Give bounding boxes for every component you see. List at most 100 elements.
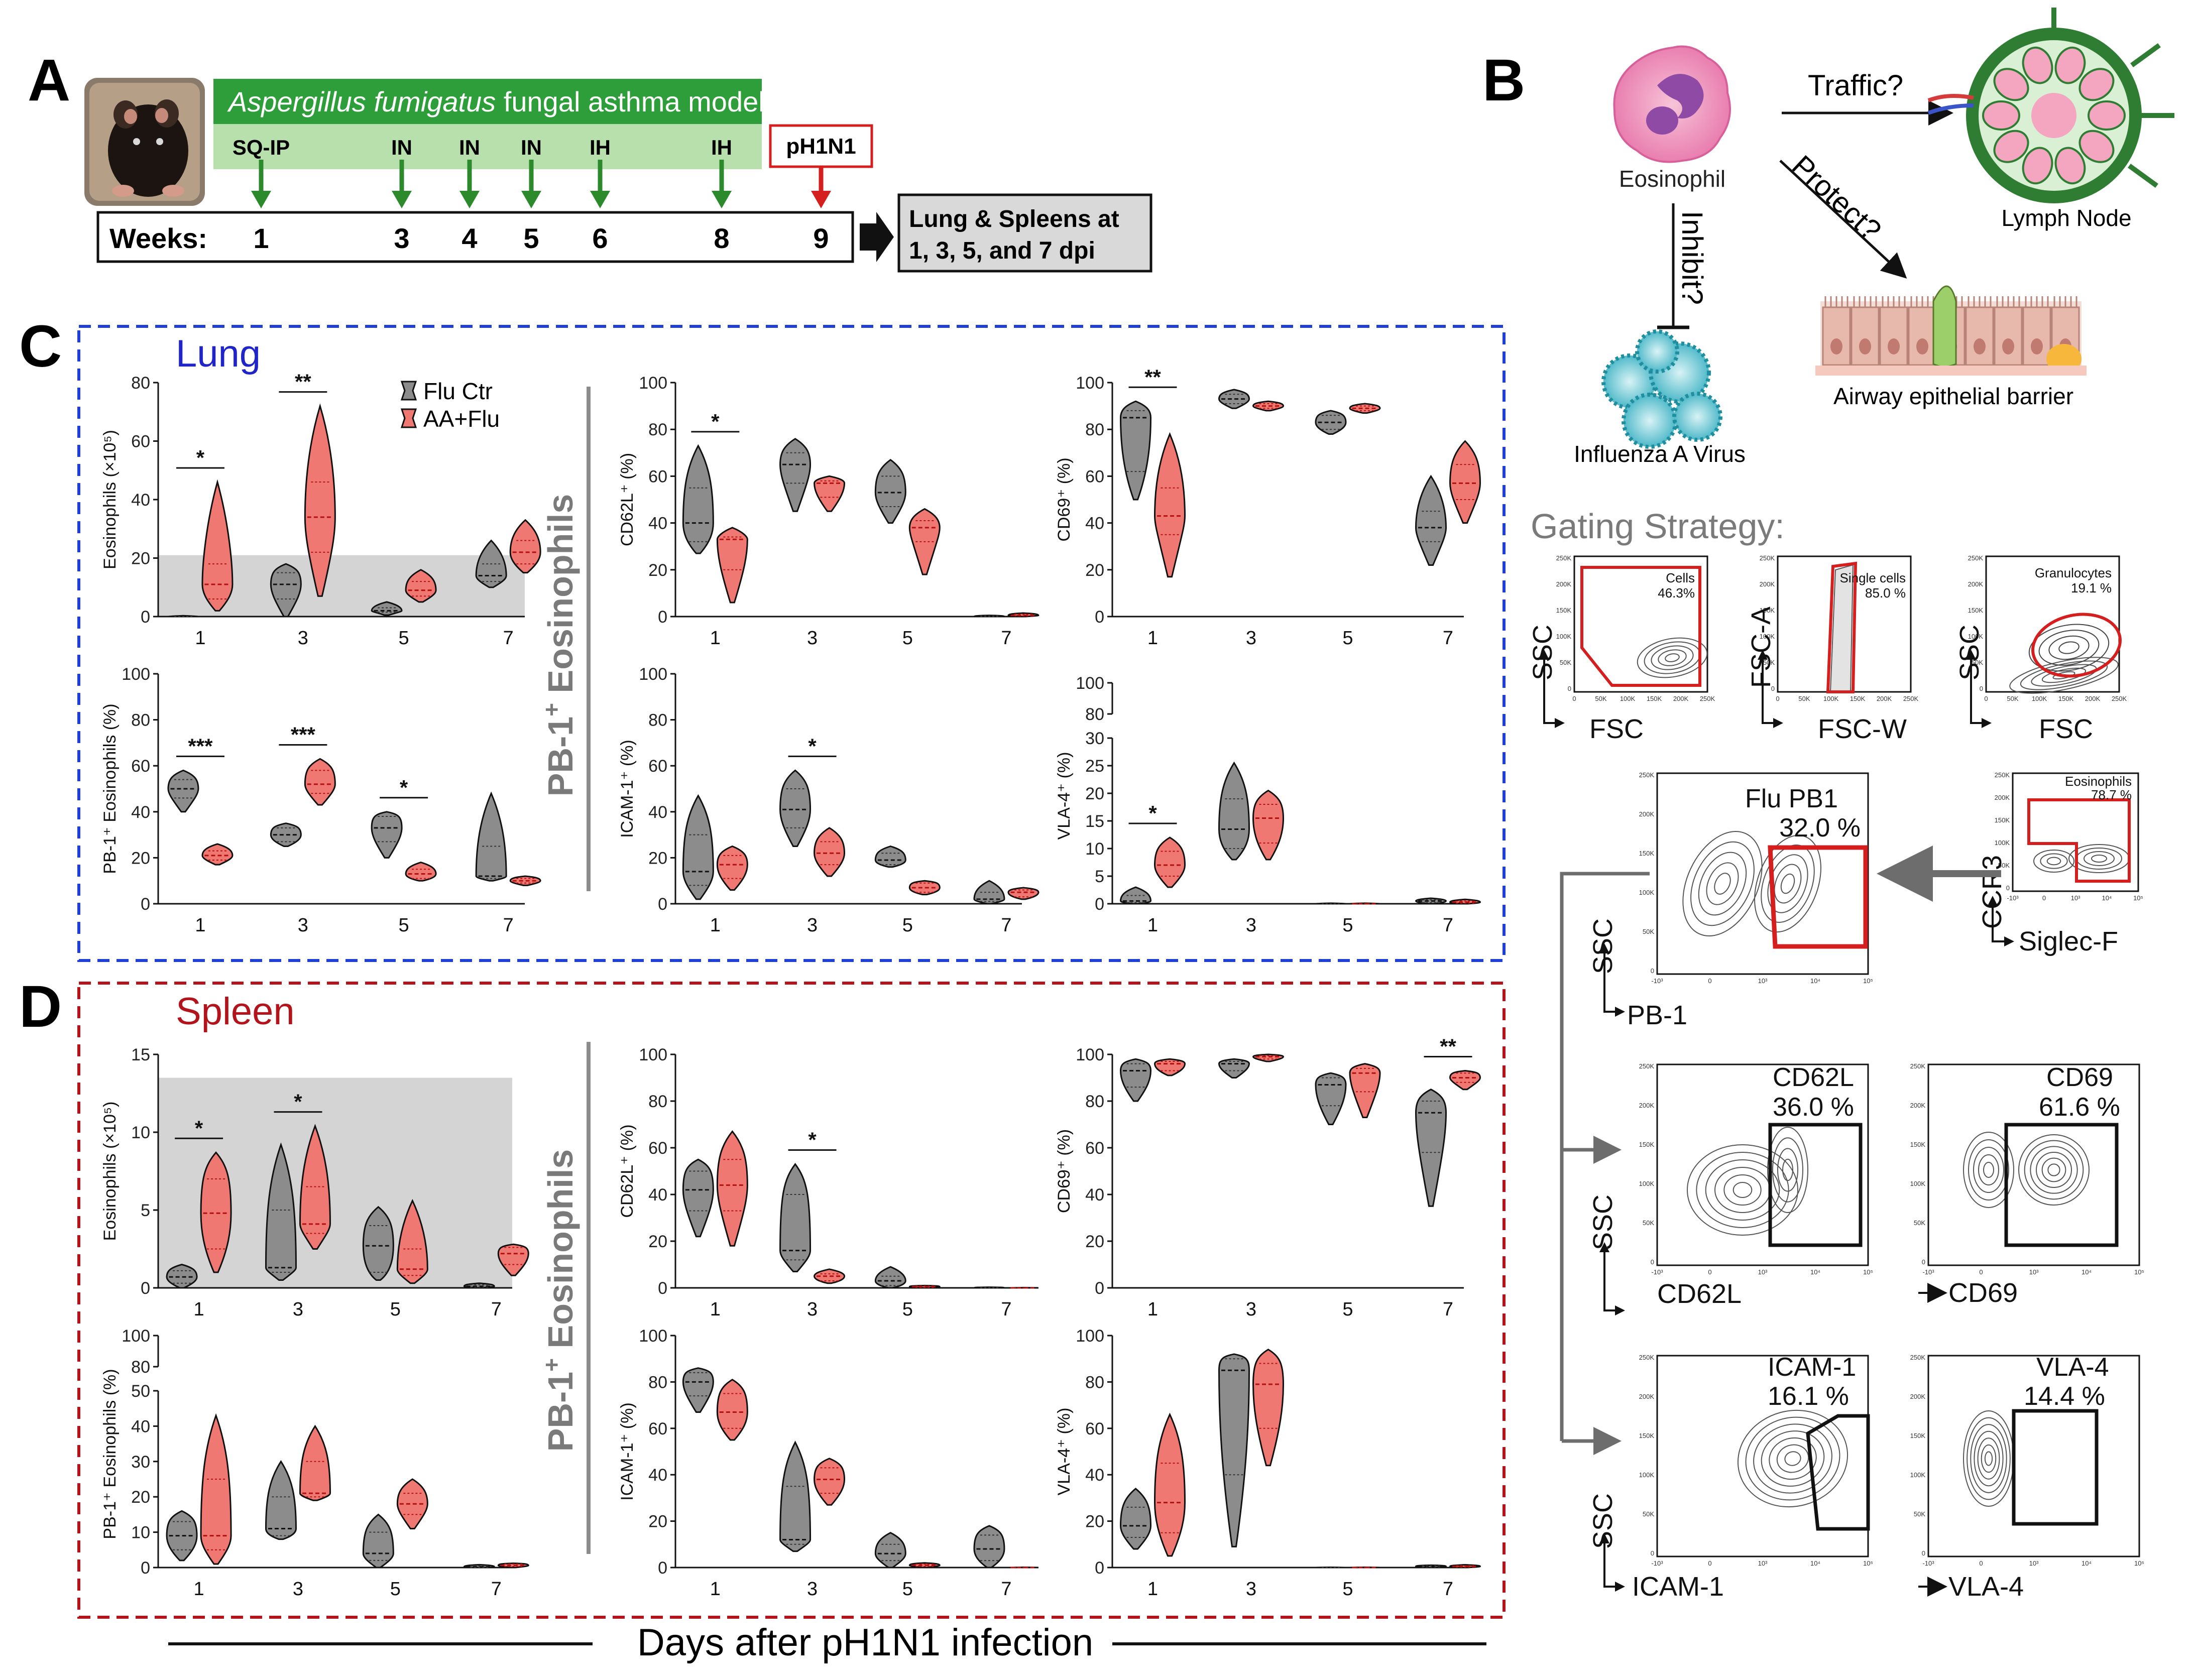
epithelial-barrier-icon [1815, 285, 2087, 376]
flow-tick: 200K [1760, 580, 1775, 588]
spleen-frame [77, 982, 1506, 1619]
y-axis-label: PB-1⁺ Eosinophils (%) [100, 703, 120, 874]
chart-lung_cd69: 0 20 40 60 80 100 CD69⁺ (%) 1 3 5 7 ** [1055, 365, 1481, 649]
virus-label: Influenza A Virus [1574, 441, 1746, 467]
contour-line [2020, 660, 2108, 690]
y-tick-label: 60 [131, 757, 150, 776]
infection-arrowhead-icon [811, 191, 831, 208]
axis-arrowhead-icon [1615, 1582, 1625, 1592]
y-tick-label: 80 [648, 1092, 667, 1111]
flow-tick: 0 [1651, 967, 1654, 975]
axis-arrowhead-icon [1982, 718, 1992, 728]
x-tick-label: 3 [293, 1299, 303, 1320]
axis-arrowhead-icon [1599, 943, 1609, 953]
flow-tick: -10³ [2007, 894, 2019, 902]
y-tick-label: 60 [648, 1419, 667, 1438]
axis-arrowhead-icon [1599, 1242, 1609, 1252]
epithelial-cell [1908, 306, 1937, 366]
violin-aa-flu [1252, 789, 1285, 861]
contour-line [1981, 1444, 1997, 1473]
flow-tick: 200K [1639, 1393, 1655, 1400]
barrier-label: Airway epithelial barrier [1833, 383, 2073, 409]
contour-line [1967, 1417, 2011, 1500]
y-tick-label: 25 [1085, 757, 1104, 776]
significance-label: * [711, 410, 720, 433]
flow-tick: 0 [1708, 977, 1711, 985]
contour-line [2047, 1163, 2060, 1176]
contour-line [1705, 1159, 1780, 1221]
violin-aa-flu [716, 1130, 748, 1247]
flow-tick: 200K [1639, 810, 1655, 818]
flow-tick: 10⁵ [1863, 977, 1873, 985]
y-tick-label: 0 [141, 895, 150, 914]
flow-tick: 10⁵ [2134, 1559, 2144, 1567]
x-tick-label: 7 [1443, 915, 1453, 936]
violin-flu-ctr [265, 1142, 297, 1281]
lymph-follicle [1982, 100, 2020, 131]
contour-line [2058, 641, 2080, 654]
x-tick-label: 3 [1246, 628, 1256, 649]
contour-line [1714, 873, 1731, 895]
x-tick-label: 3 [1246, 1579, 1256, 1600]
flow-tick: 150K [1639, 850, 1655, 857]
contour-line [2084, 851, 2115, 866]
flow-tick: 100K [1910, 1180, 1926, 1187]
y-tick-label: 0 [141, 608, 150, 627]
violin-flu-ctr [1119, 1058, 1152, 1102]
violin-flu-ctr [1315, 1072, 1347, 1125]
flow-tick: 10³ [2071, 894, 2081, 902]
contour-line [2028, 624, 2110, 672]
y-tick-label: 80 [648, 711, 667, 730]
chart-lung_vla4: 0 5 10 15 20 25 30 80 100 VLA-4⁺ (%) 1 3 5 7 * [1055, 674, 1481, 936]
contour-line [1745, 1416, 1840, 1501]
violin-flu-ctr [779, 1163, 812, 1272]
flow-tick: -10³ [1651, 1559, 1663, 1567]
y-tick-label: 60 [648, 467, 667, 486]
week-number: 3 [394, 222, 409, 254]
contour-line [1658, 649, 1687, 666]
gate-name: Flu PB1 [1745, 784, 1838, 813]
violin-flu-ctr [1315, 410, 1347, 435]
flow-tick: 200K [1995, 794, 2010, 801]
axis-label-x: ICAM-1 [1632, 1572, 1724, 1602]
lymph-follicle [2022, 46, 2053, 84]
flow-tick: 200K [1673, 695, 1689, 702]
violin-flu-ctr [779, 769, 812, 847]
violin-flu-ctr [1218, 761, 1250, 861]
flow-tick: 250K [1639, 1062, 1655, 1070]
flow-tick: 50K [1595, 695, 1606, 702]
y-tick-label: 60 [1085, 1419, 1104, 1438]
chart-spleen_cd62l: 0 20 40 60 80 100 CD62L⁺ (%) 1 3 5 7 * [618, 1045, 1038, 1320]
significance-label: *** [291, 723, 316, 746]
epithelial-cell [1822, 306, 1851, 366]
dose-label: IH [711, 136, 732, 159]
traffic-label: Traffic? [1808, 69, 1903, 102]
flow-tick: 100K [1639, 1180, 1655, 1187]
violin-aa-flu [201, 843, 234, 866]
legend-flu-ctr: Flu Ctr [423, 378, 493, 404]
contour-line [1784, 1451, 1801, 1466]
x-tick-label: 7 [1001, 628, 1011, 649]
violin-flu-ctr [874, 845, 906, 868]
gate-name: Cells [1666, 570, 1695, 585]
flow-tick: 10³ [2029, 1559, 2039, 1567]
gate-name: CD69 [2046, 1063, 2113, 1092]
flow-tick: 0 [1572, 695, 1576, 702]
cell-nucleus [1888, 338, 1900, 354]
flow-tick: 50K [1643, 928, 1654, 935]
x-tick-label: 5 [1342, 628, 1353, 649]
violin-aa-flu [405, 861, 437, 882]
dose-arrowhead-icon [521, 191, 541, 208]
y-axis-label: CD69⁺ (%) [1055, 1129, 1074, 1213]
significance-label: * [294, 1090, 302, 1114]
gate-value: 85.0 % [1865, 585, 1906, 601]
y-tick-label: 100 [122, 1327, 150, 1346]
x-tick-label: 1 [710, 628, 721, 649]
contour-line [1984, 1451, 1993, 1466]
y-tick-label: 20 [1085, 1232, 1104, 1251]
flow-tick: 250K [1995, 771, 2010, 779]
lung-side-label: PB-1+ Eosinophils [538, 494, 580, 797]
y-tick-label: 0 [141, 1279, 150, 1298]
